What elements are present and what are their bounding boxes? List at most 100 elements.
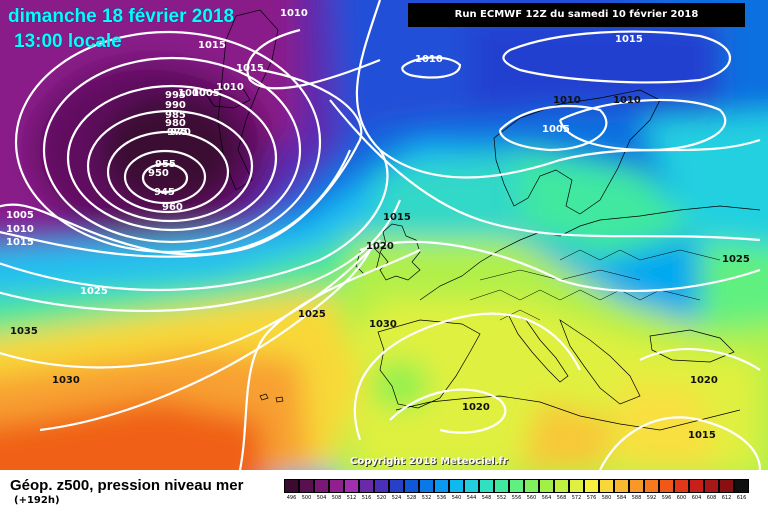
legend-tick-label: 572: [571, 495, 582, 501]
isobar-ring: [66, 84, 278, 232]
legend-swatch: [314, 479, 329, 493]
legend-swatch: [599, 479, 614, 493]
pressure-label: 1010: [280, 8, 308, 19]
legend-swatch-column: 528: [404, 479, 419, 503]
legend-swatch: [404, 479, 419, 493]
pressure-label: 1010: [553, 95, 581, 106]
legend-tick-label: 592: [646, 495, 657, 501]
legend-tick-label: 560: [526, 495, 537, 501]
z500-map: 1010101510151010101510101005100099599098…: [0, 0, 768, 470]
legend-tick-label: 532: [421, 495, 432, 501]
map-local-time: 13:00 locale: [14, 31, 122, 52]
legend-swatch: [449, 479, 464, 493]
isobar-line: [401, 56, 462, 79]
legend-swatch-column: 616: [734, 479, 749, 503]
legend-tick-label: 512: [346, 495, 357, 501]
isobar-line: [0, 149, 389, 292]
isobar-line: [0, 239, 381, 369]
pressure-labels: 1010101510151010101510101005100099599098…: [6, 8, 750, 441]
legend-swatch: [674, 479, 689, 493]
isobar-line: [558, 98, 727, 152]
legend-swatch: [629, 479, 644, 493]
legend-swatch: [479, 479, 494, 493]
pressure-label: 1015: [198, 40, 226, 51]
pressure-label: 1020: [690, 375, 718, 386]
pressure-label: 1015: [383, 212, 411, 223]
legend-tick-label: 540: [451, 495, 462, 501]
legend-tick-label: 616: [736, 495, 747, 501]
legend-tick-label: 508: [331, 495, 342, 501]
legend-swatch: [329, 479, 344, 493]
iceland-coast: [205, 85, 251, 109]
legend-tick-label: 576: [586, 495, 597, 501]
legend-swatch-column: 572: [569, 479, 584, 503]
legend-tick-label: 552: [496, 495, 507, 501]
legend-tick-label: 504: [316, 495, 327, 501]
pressure-label: 1025: [80, 286, 108, 297]
pressure-label: 1005: [192, 88, 220, 99]
legend-swatch: [644, 479, 659, 493]
isobar-line: [0, 149, 352, 256]
legend-tick-label: 556: [511, 495, 522, 501]
greenland-coast: [217, 9, 279, 191]
legend-swatch: [704, 479, 719, 493]
pressure-label: 1015: [688, 430, 716, 441]
pressure-label: 960: [162, 202, 183, 213]
pressure-label: 985: [165, 110, 186, 121]
legend-swatch-column: 536: [434, 479, 449, 503]
pressure-label: 1020: [462, 402, 490, 413]
pressure-label: 1025: [298, 309, 326, 320]
legend-swatch: [659, 479, 674, 493]
legend-swatch: [509, 479, 524, 493]
legend-swatch-column: 516: [359, 479, 374, 503]
isobar-line: [359, 240, 761, 292]
isobar-line: [246, 28, 381, 90]
isobar-line: [238, 249, 421, 470]
legend-tick-label: 604: [691, 495, 702, 501]
pressure-label: 1010: [216, 82, 244, 93]
legend-swatch-column: 568: [554, 479, 569, 503]
legend-swatch-column: 556: [509, 479, 524, 503]
legend-tick-label: 528: [406, 495, 417, 501]
isobars-layer: [0, 0, 760, 470]
legend-swatch-column: 584: [614, 479, 629, 503]
pressure-label: 995: [165, 90, 186, 101]
legend-swatch: [299, 479, 314, 493]
isobar-ring: [141, 162, 189, 194]
pressure-label: 1020: [366, 241, 394, 252]
legend-swatch-column: 500: [299, 479, 314, 503]
pressure-label: 945: [154, 187, 175, 198]
legend-swatch-column: 604: [689, 479, 704, 503]
legend-tick-label: 500: [301, 495, 312, 501]
legend-swatch: [554, 479, 569, 493]
legend-swatch: [434, 479, 449, 493]
pressure-label: 1035: [10, 326, 38, 337]
legend-swatch: [419, 479, 434, 493]
legend-swatch-column: 540: [449, 479, 464, 503]
pressure-label: 1015: [6, 237, 34, 248]
legend-swatch: [374, 479, 389, 493]
run-info-banner: Run ECMWF 12Z du samedi 10 février 2018: [408, 3, 745, 27]
forecast-lead-time: (+192h): [14, 495, 60, 506]
map-footer: Géop. z500, pression niveau mer (+192h) …: [0, 470, 768, 512]
isobar-line: [502, 30, 731, 84]
legend-swatch-column: 520: [374, 479, 389, 503]
legend-swatch-column: 596: [659, 479, 674, 503]
pressure-label: 970: [170, 127, 191, 138]
legend-tick-label: 600: [676, 495, 687, 501]
scandinavia-coast: [493, 89, 661, 215]
pressure-label: 1010: [6, 224, 34, 235]
legend-swatch-column: 504: [314, 479, 329, 503]
pressure-label: 1030: [52, 375, 80, 386]
pressure-label: 1030: [369, 319, 397, 330]
north-africa-coast: [395, 395, 741, 431]
pressure-label: 990: [165, 100, 186, 111]
copyright-text: Copyright 2018 Meteociel.fr: [350, 456, 508, 467]
legend-swatch: [359, 479, 374, 493]
legend-tick-label: 544: [466, 495, 477, 501]
isobar-ring: [86, 109, 254, 223]
legend-swatch-column: 580: [599, 479, 614, 503]
pressure-label: 1000: [178, 88, 206, 99]
legend-swatch-column: 508: [329, 479, 344, 503]
